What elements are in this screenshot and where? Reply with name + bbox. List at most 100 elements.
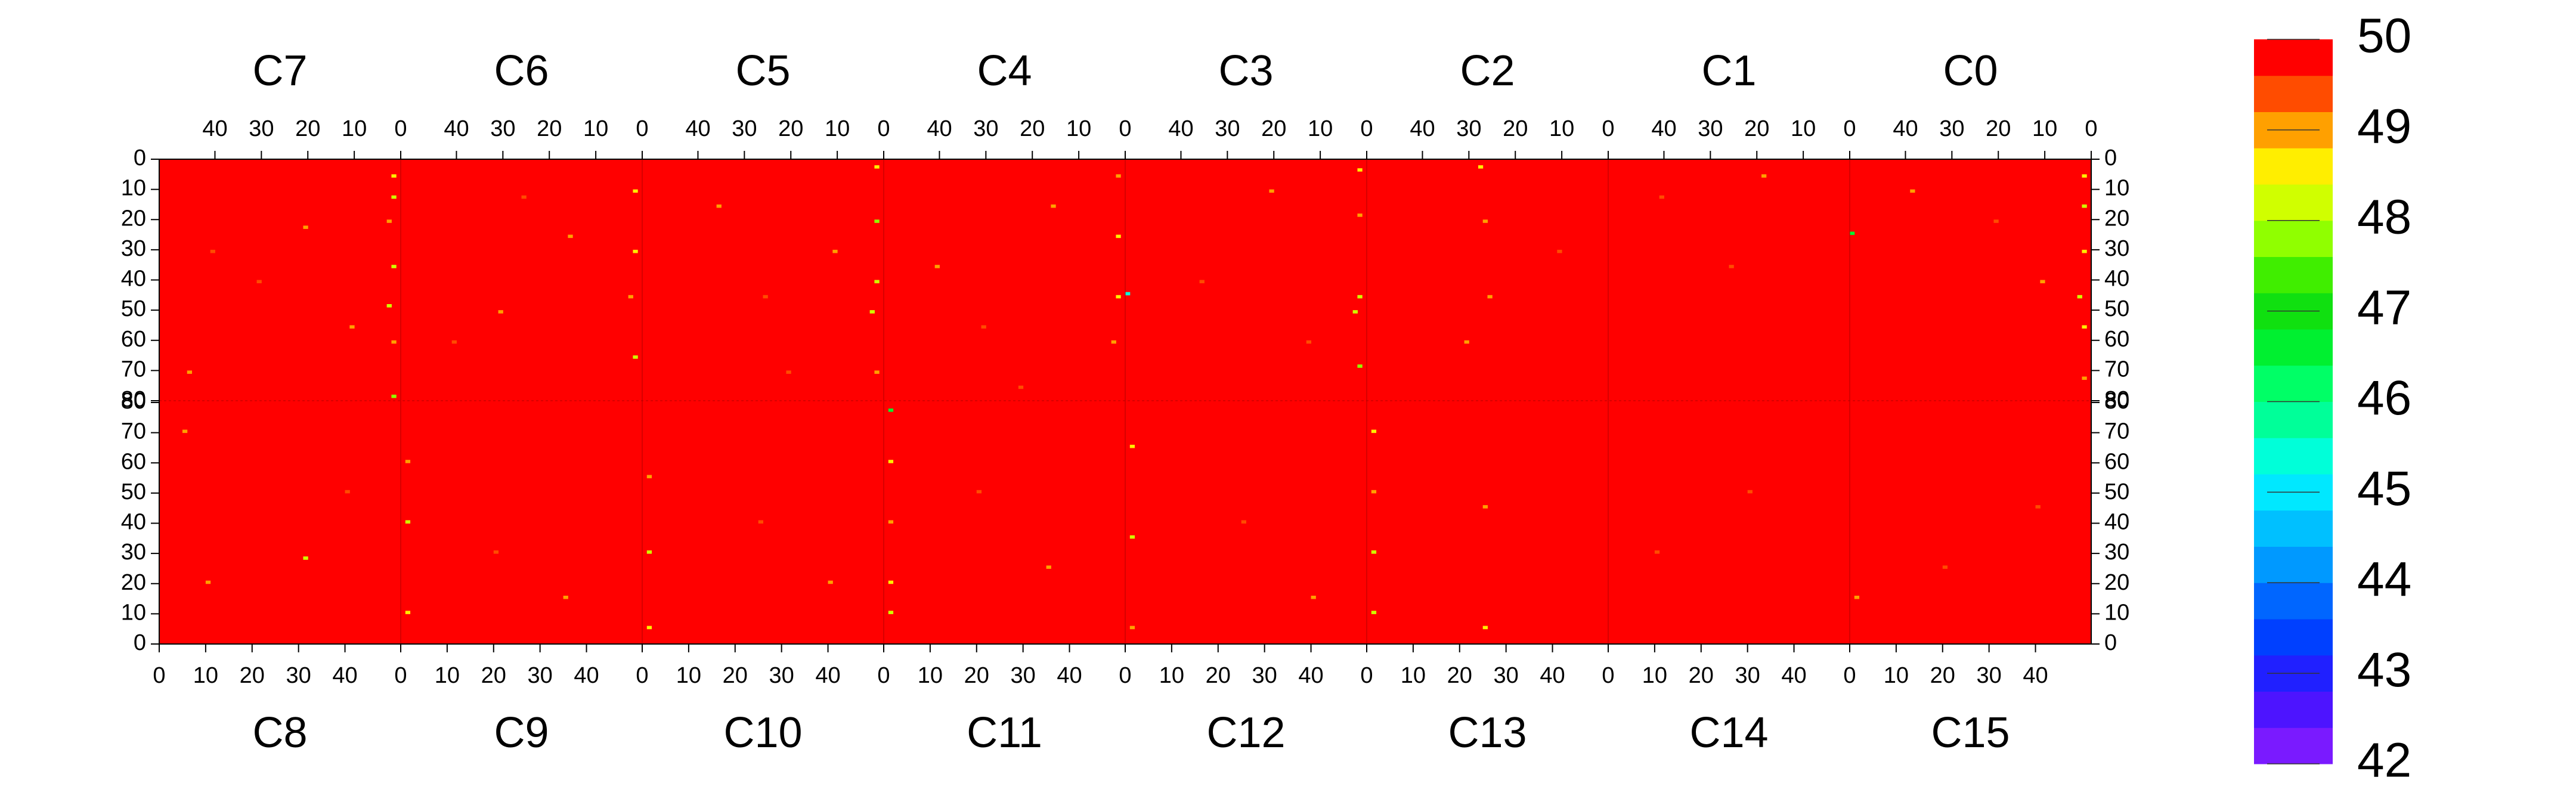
chip-label: C4 <box>977 47 1032 95</box>
y-tick-label: 50 <box>121 479 146 504</box>
heatmap-cell <box>888 408 894 412</box>
colorbar-label: 43 <box>2357 643 2411 697</box>
x-tick-label: 30 <box>1011 663 1036 688</box>
x-tick-label: 30 <box>1456 116 1481 141</box>
heatmap-cell <box>1910 189 1915 193</box>
colorbar-label: 47 <box>2357 280 2411 335</box>
chip-label: C7 <box>252 47 307 95</box>
heatmap-cell <box>1478 165 1484 169</box>
x-tick-label: 10 <box>435 663 460 688</box>
x-tick-label: 20 <box>1261 116 1286 141</box>
heatmap-cell <box>934 265 940 268</box>
heatmap-cell <box>256 280 262 284</box>
x-tick-label: 10 <box>1884 663 1909 688</box>
heatmap-cell <box>628 295 633 299</box>
heatmap-cell <box>391 265 397 268</box>
colorbar-band <box>2254 691 2333 728</box>
y-tick-label: 40 <box>121 267 146 292</box>
heatmap-cell <box>716 204 722 208</box>
heatmap-cell <box>1371 550 1377 554</box>
y-tick-label: 10 <box>2104 600 2129 625</box>
heatmap-cell <box>386 219 392 223</box>
chip-label: C11 <box>967 709 1042 757</box>
colorbar-band <box>2254 75 2333 112</box>
chip-label: C5 <box>735 47 790 95</box>
heatmap-cell <box>1357 295 1363 299</box>
heatmap-cell <box>1129 535 1135 539</box>
x-tick-label: 30 <box>1698 116 1723 141</box>
x-tick-label: 40 <box>1168 116 1193 141</box>
chip-label: C13 <box>1448 709 1527 757</box>
heatmap-cell <box>646 626 652 630</box>
chip-label: C2 <box>1460 47 1515 95</box>
y-tick-label: 30 <box>2104 236 2129 261</box>
colorbar-label: 46 <box>2357 371 2411 425</box>
heatmap-cell <box>1357 364 1363 368</box>
x-tick-label: 0 <box>636 663 648 688</box>
chip-label: C3 <box>1218 47 1273 95</box>
x-tick-label: 0 <box>394 663 407 688</box>
x-tick-label: 10 <box>918 663 943 688</box>
chip-label: C15 <box>1931 709 2010 757</box>
x-tick-label: 20 <box>1020 116 1045 141</box>
heatmap-cell <box>1659 195 1664 199</box>
heatmap-cell <box>521 195 527 199</box>
heatmap-cell <box>646 550 652 554</box>
x-tick-label: 10 <box>1791 116 1816 141</box>
heatmap-cell <box>1129 626 1135 630</box>
heatmap-cell <box>1761 174 1767 178</box>
x-tick-label: 20 <box>1744 116 1769 141</box>
x-tick-label: 40 <box>444 116 469 141</box>
heatmap-cell <box>349 325 355 329</box>
heatmap-cell <box>498 310 503 314</box>
heatmap-cell <box>1357 213 1363 217</box>
heatmap-cell <box>646 475 652 479</box>
y-tick-label: 40 <box>121 510 146 535</box>
y-tick-label: 20 <box>121 206 146 231</box>
heatmap-cell <box>391 340 397 344</box>
heatmap-cell <box>386 304 392 308</box>
x-tick-label: 20 <box>240 663 265 688</box>
y-tick-label: 0 <box>134 145 146 171</box>
y-tick-label: 10 <box>2104 176 2129 201</box>
colorbar-band <box>2254 39 2333 76</box>
x-tick-label: 20 <box>537 116 562 141</box>
heatmap-cell <box>1116 234 1121 239</box>
y-tick-label: 40 <box>2104 510 2129 535</box>
chip-label: C9 <box>494 709 549 757</box>
colorbar-label: 42 <box>2357 733 2411 788</box>
y-tick-label: 70 <box>2104 357 2129 382</box>
heatmap-cell <box>1487 295 1493 299</box>
y-tick-label: 70 <box>121 419 146 444</box>
y-tick-label: 20 <box>121 570 146 595</box>
y-tick-label: 80 <box>2104 389 2129 414</box>
heatmap-cell <box>1942 565 1948 569</box>
x-tick-label: 10 <box>1549 116 1574 141</box>
heatmap-cell <box>391 174 397 178</box>
x-tick-label: 40 <box>1298 663 1323 688</box>
heatmap-cell <box>1241 520 1246 524</box>
y-tick-label: 60 <box>121 449 146 474</box>
x-tick-label: 40 <box>2023 663 2048 688</box>
heatmap-cell <box>976 490 982 494</box>
x-tick-label: 30 <box>1252 663 1277 688</box>
heatmap-cell <box>451 340 457 344</box>
y-tick-label: 70 <box>2104 419 2129 444</box>
colorbar-band <box>2254 583 2333 620</box>
heatmap-cell <box>1018 385 1024 389</box>
y-tick-label: 10 <box>121 600 146 625</box>
x-tick-label: 0 <box>1360 663 1373 688</box>
heatmap-cell <box>345 490 350 494</box>
y-tick-label: 80 <box>121 389 146 414</box>
heatmap-cell <box>303 556 308 560</box>
x-tick-label: 10 <box>2032 116 2057 141</box>
x-tick-label: 30 <box>973 116 998 141</box>
colorbar-band <box>2254 329 2333 366</box>
x-tick-label: 40 <box>1540 663 1565 688</box>
x-tick-label: 0 <box>1602 663 1614 688</box>
colorbar-band <box>2254 184 2333 221</box>
x-tick-label: 10 <box>825 116 850 141</box>
colorbar-band <box>2254 256 2333 293</box>
chip-label: C6 <box>494 47 549 95</box>
y-tick-label: 30 <box>2104 540 2129 565</box>
